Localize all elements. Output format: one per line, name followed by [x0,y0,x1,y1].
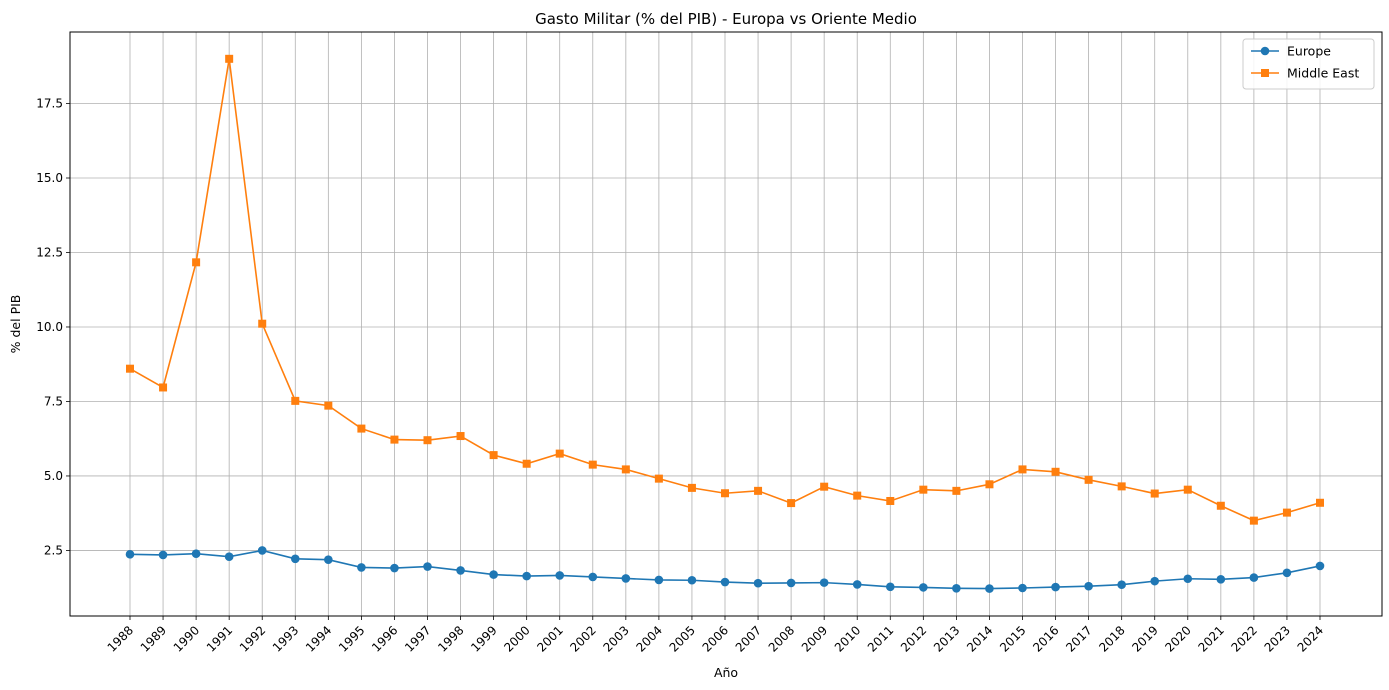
europe-point [1051,582,1060,592]
legend-middle-east-marker [1261,69,1269,77]
y-tick-label: 10.0 [36,320,63,334]
europe-point [357,563,366,572]
middle-east-point [489,451,498,460]
middle-east-point [159,383,168,392]
europe-point [1117,580,1126,590]
plot-frame [69,31,1383,617]
europe-point [1282,568,1292,578]
middle-east-point [258,319,267,328]
middle-east-point [820,482,829,491]
europe-point [224,552,234,562]
legend-europe-label: Europe [1287,44,1331,59]
europe-point [819,578,829,587]
europe-point [1018,583,1027,593]
europe-point [621,574,631,583]
middle-east-point [886,496,895,505]
europe-point [919,583,928,592]
middle-east-point [225,54,234,63]
middle-east-point [522,459,531,468]
europe-point [489,570,498,579]
x-axis-label: Año [714,665,738,680]
europe-point [191,549,201,559]
legend: Europe Middle East [1242,38,1375,90]
chart-title: Gasto Militar (% del PIB) - Europa vs Or… [535,10,917,28]
middle-east-point [423,436,432,445]
europe-point [423,562,432,571]
middle-east-point [588,460,597,469]
europe-point [1315,561,1325,571]
middle-east-point [1150,489,1159,498]
middle-east-point [1249,516,1258,525]
y-axis: 2.5 5.0 7.5 10.0 12.5 15.0 17.5 [36,97,70,557]
middle-east-point [787,499,796,508]
middle-east-point [456,432,465,441]
europe-point [324,555,333,564]
middle-east-point [853,491,862,500]
middle-east-point [654,474,663,483]
europe-point [1216,575,1226,584]
middle-east-point [555,449,564,458]
europe-point [687,575,697,585]
europe-point [158,550,168,560]
europe-point [786,578,796,588]
middle-east-point [1282,508,1291,517]
y-tick-label: 15.0 [36,171,63,185]
europe-point [555,571,565,580]
europe-point [1183,574,1193,584]
y-tick-label: 17.5 [36,97,63,111]
europe-point [257,546,267,555]
europe-point [985,584,994,593]
europe-point [1249,573,1259,582]
middle-east-point [390,435,399,444]
europe-point [522,571,531,581]
middle-east-point [1051,467,1060,476]
europe-point [1084,581,1093,591]
y-tick-label: 7.5 [44,394,63,408]
y-tick-label: 12.5 [36,245,63,259]
middle-east-point [985,480,994,489]
middle-east-point [1216,501,1225,510]
middle-east-point [192,258,201,267]
middle-east-point [621,465,630,474]
series-layer [125,54,1325,593]
middle-east-point [1084,475,1093,484]
middle-east-point [357,424,366,433]
legend-middle-east-label: Middle East [1287,66,1359,81]
middle-east-point [919,485,928,494]
middle-east-point [721,489,729,498]
europe-point [390,563,399,573]
y-tick-label: 2.5 [44,543,63,557]
middle-east-point [1316,498,1324,507]
middle-east-point [1117,482,1126,491]
middle-east-point [291,396,300,405]
europe-point [720,577,730,587]
europe-point [456,566,465,575]
europe-point [952,583,961,593]
middle-east-point [754,486,763,495]
europe-point [1150,576,1160,586]
europe-point [885,582,895,592]
europe-point [290,554,300,564]
europe-point [588,572,598,582]
legend-europe-marker [1260,46,1270,56]
y-tick-label: 5.0 [44,469,63,483]
europe-point [753,578,763,588]
europe-point [852,580,862,589]
europe-point [654,575,664,585]
middle-east-point [952,486,961,495]
middle-east-point [687,483,696,492]
middle-east-point [1183,485,1192,494]
middle-east-point [126,364,134,373]
middle-east-point [324,401,333,410]
europe-point [125,550,135,559]
middle-east-point [1018,465,1027,474]
y-axis-label: % del PIB [8,295,23,354]
